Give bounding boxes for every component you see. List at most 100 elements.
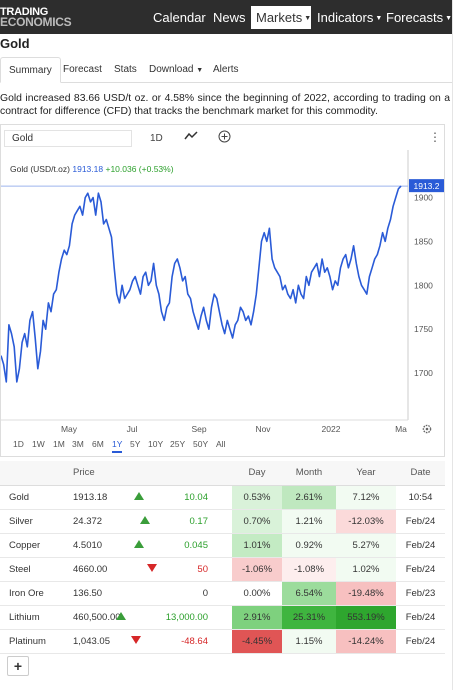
col-header-date: Date	[396, 461, 445, 486]
row-day: 2.91%	[232, 605, 282, 630]
arrow-up-icon	[134, 491, 145, 500]
tab-summary[interactable]: Summary	[0, 57, 61, 83]
range-all[interactable]: All	[216, 439, 226, 449]
table-row[interactable]: Silver 24.372 0.17 0.70% 1.21% -12.03% Feb/24	[0, 509, 445, 534]
row-day: 1.01%	[232, 533, 282, 558]
row-name[interactable]: Silver	[0, 509, 62, 534]
nav-forecasts-label: Forecasts	[386, 10, 444, 25]
nav-markets[interactable]: Markets ▼	[251, 6, 311, 29]
caret-down-icon: ▼	[304, 15, 312, 23]
row-name[interactable]: Platinum	[0, 629, 62, 654]
x-tick-label: Jul	[127, 424, 138, 434]
tab-download-label: Download	[149, 64, 194, 75]
y-tick-label: 1750	[414, 324, 433, 334]
range-5y[interactable]: 5Y	[130, 439, 141, 449]
row-change: 13,000.00	[115, 605, 232, 630]
logo-line2: ECONOMICS	[0, 15, 72, 29]
page-title: Gold	[0, 36, 30, 51]
tab-forecast[interactable]: Forecast	[55, 57, 110, 83]
nav-calendar-label: Calendar	[153, 10, 206, 25]
logo[interactable]: TRADING ECONOMICS	[0, 6, 72, 29]
add-button[interactable]: +	[7, 656, 29, 676]
row-name[interactable]: Gold	[0, 485, 62, 510]
table-row[interactable]: Lithium 460,500.00 13,000.00 2.91% 25.31% 553…	[0, 605, 445, 630]
col-header-day[interactable]: Day	[232, 461, 282, 486]
description: Gold increased 83.66 USD/t oz. or 4.58% …	[0, 93, 450, 117]
row-date: Feb/24	[396, 509, 445, 534]
range-1m[interactable]: 1M	[53, 439, 65, 449]
nav-indicators[interactable]: Indicators ▼	[312, 6, 387, 29]
row-date: Feb/24	[396, 557, 445, 582]
row-price: 4.5010	[62, 533, 134, 558]
line-chart-icon[interactable]	[184, 130, 198, 147]
row-date: Feb/24	[396, 533, 445, 558]
row-name[interactable]: Iron Ore	[0, 581, 62, 606]
interval-button[interactable]: 1D	[150, 133, 163, 144]
y-tick-label: 1800	[414, 280, 433, 290]
caret-down-icon: ▼	[196, 67, 204, 74]
row-change-value: 0.17	[189, 515, 209, 527]
row-day: 0.70%	[232, 509, 282, 534]
series-line-gold[interactable]	[1, 185, 402, 383]
x-tick-label: Sep	[191, 424, 206, 434]
row-month: 25.31%	[282, 605, 336, 630]
row-date: 10:54	[396, 485, 445, 510]
tab-stats-label: Stats	[114, 64, 137, 75]
row-date: Feb/23	[396, 581, 445, 606]
row-change-value: 0	[202, 587, 208, 599]
caret-down-icon: ▼	[375, 15, 383, 23]
nav-markets-label: Markets	[256, 10, 303, 25]
caret-down-icon: ▼	[445, 15, 453, 23]
arrow-up-icon	[115, 611, 126, 620]
gear-icon[interactable]	[422, 421, 432, 434]
logo-line1: TRADING	[0, 6, 49, 18]
range-1y[interactable]: 1Y	[112, 439, 123, 453]
row-change: 10.04	[134, 485, 232, 510]
row-name[interactable]: Copper	[0, 533, 62, 558]
range-1w[interactable]: 1W	[32, 439, 45, 449]
range-50y[interactable]: 50Y	[193, 439, 209, 449]
plus-circle-icon[interactable]	[218, 130, 231, 149]
x-tick-label: May	[61, 424, 78, 434]
range-25y[interactable]: 25Y	[170, 439, 186, 449]
col-header-month[interactable]: Month	[282, 461, 336, 486]
last-value-badge	[409, 179, 444, 193]
row-name[interactable]: Lithium	[0, 605, 62, 630]
symbol-input[interactable]: Gold	[4, 130, 132, 147]
row-date: Feb/24	[396, 605, 445, 630]
tab-download[interactable]: Download ▼	[141, 57, 211, 83]
col-header-change	[134, 461, 232, 486]
tab-summary-label: Summary	[9, 65, 52, 76]
markets-table: Price Day Month Year Date Gold 1913.18 10.…	[0, 461, 445, 654]
row-price: 24.372	[62, 509, 134, 534]
table-row[interactable]: Platinum 1,043.05 -48.64 -4.45% 1.15% -14.24%…	[0, 629, 445, 654]
table-row[interactable]: Copper 4.5010 0.045 1.01% 0.92% 5.27% Feb/24	[0, 533, 445, 558]
nav-forecasts[interactable]: Forecasts ▼	[381, 6, 457, 29]
arrow-up-icon	[139, 515, 150, 524]
range-1d[interactable]: 1D	[13, 439, 24, 449]
y-tick-label: 1700	[414, 368, 433, 378]
x-tick-label: Ma	[395, 424, 407, 434]
col-header-year[interactable]: Year	[336, 461, 396, 486]
tab-alerts[interactable]: Alerts	[205, 57, 247, 83]
row-year: -19.48%	[336, 581, 396, 606]
row-day: 0.53%	[232, 485, 282, 510]
range-6m[interactable]: 6M	[92, 439, 104, 449]
table-row[interactable]: Iron Ore 136.50 0 0.00% 6.54% -19.48% Feb/23	[0, 581, 445, 606]
range-3m[interactable]: 3M	[72, 439, 84, 449]
nav-news[interactable]: News	[208, 6, 251, 29]
chart-panel: Gold 1D ⋮ Gold (USD/t.oz) 1913.18 +10.03…	[0, 124, 445, 457]
price-chart[interactable]: 1700 1750 1800 1850 1900 May Jul Sep Nov 2022 Ma 19…	[1, 125, 446, 458]
page-scrollbar[interactable]	[452, 0, 464, 690]
row-name[interactable]: Steel	[0, 557, 62, 582]
tab-alerts-label: Alerts	[213, 64, 239, 75]
tab-stats[interactable]: Stats	[106, 57, 145, 83]
last-value-label: 1913.2	[414, 181, 440, 191]
row-change: 0	[134, 581, 232, 606]
table-header-row: Price Day Month Year Date	[0, 461, 445, 486]
table-row[interactable]: Steel 4660.00 50 -1.06% -1.08% 1.02% Feb/24	[0, 557, 445, 582]
nav-calendar[interactable]: Calendar	[148, 6, 211, 29]
range-10y[interactable]: 10Y	[148, 439, 164, 449]
table-row[interactable]: Gold 1913.18 10.04 0.53% 2.61% 7.12% 10:54	[0, 485, 445, 510]
row-change: 0.17	[134, 509, 232, 534]
